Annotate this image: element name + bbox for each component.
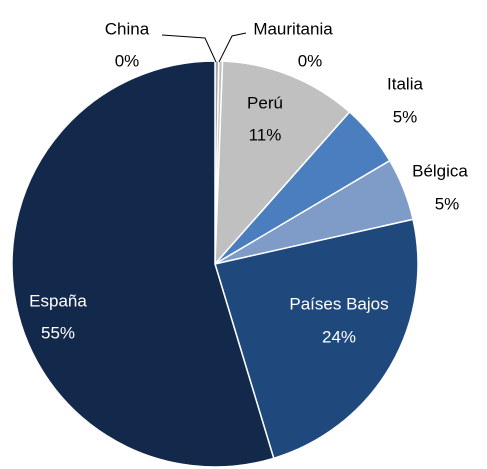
slice-label: China [105,19,150,38]
pie-slice [214,218,419,460]
slice-label: Mauritania [253,19,333,38]
slice-value-label: 24% [322,327,356,346]
slice-value-label: 11% [249,125,282,144]
slice-label: Perú [247,93,283,112]
slice-label: España [29,291,87,310]
slice-value-label: 5% [393,107,418,126]
slice-label: Italia [387,74,423,93]
leader-line [218,32,247,63]
pie-slice [214,60,351,267]
slice-label: Bélgica [412,161,468,180]
slice-value-label: 5% [435,194,460,213]
pie-slice [11,60,275,468]
slice-label: Países Bajos [289,294,388,313]
slice-value-label: 0% [298,51,323,70]
slice-value-label: 0% [115,51,140,70]
slice-value-label: 55% [41,323,75,342]
leader-line [161,34,217,63]
